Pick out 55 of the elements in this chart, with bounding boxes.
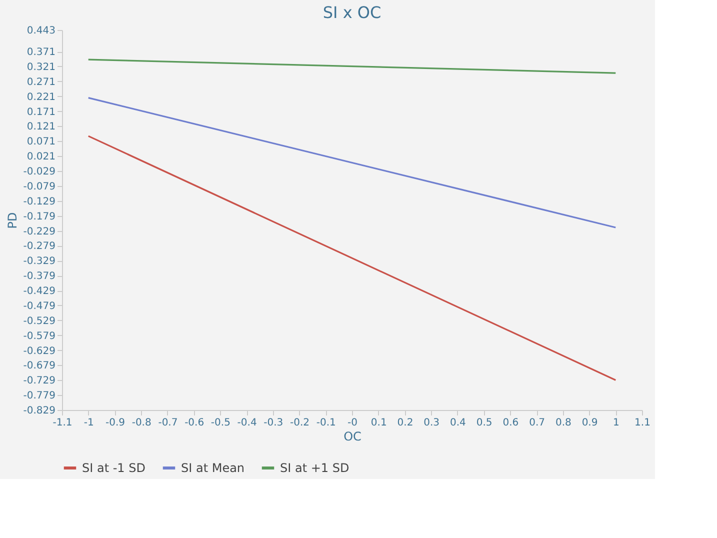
- x-tick-label: 0.1: [370, 418, 387, 428]
- y-tick-label: -0.829: [23, 406, 56, 416]
- y-tick-label: 0.071: [26, 136, 56, 148]
- x-tick-label: -0.1: [316, 418, 336, 428]
- y-tick-label: 0.021: [26, 152, 56, 163]
- x-tick-label: 0.5: [476, 418, 492, 428]
- y-tick-label: -0.179: [23, 211, 56, 222]
- y-tick-label: -0.029: [23, 166, 56, 178]
- y-tick-label: 0.321: [26, 62, 56, 73]
- y-tick-label: -0.129: [23, 196, 56, 208]
- y-tick-label: -0.479: [23, 300, 56, 312]
- y-tick-label: 0.171: [26, 106, 56, 118]
- y-tick-label: -0.729: [23, 376, 56, 387]
- x-tick-label: 1: [612, 418, 620, 428]
- x-tick-label: 0.6: [502, 418, 519, 428]
- y-tick-label: -0.779: [23, 390, 56, 402]
- x-tick-label: -0.3: [264, 418, 284, 428]
- y-tick-label: 0.121: [26, 122, 56, 133]
- x-tick-label: -0.7: [158, 418, 178, 428]
- x-axis-title: OC: [344, 430, 362, 444]
- x-tick-label: 0.9: [582, 418, 598, 428]
- y-tick-label: 0.371: [26, 47, 56, 58]
- x-tick-label: -0.8: [132, 418, 152, 428]
- y-tick-label: -0.579: [23, 330, 56, 342]
- x-tick-label: 1.1: [634, 418, 650, 428]
- x-tick-label: -1: [84, 418, 94, 428]
- chart-title: SI x OC: [322, 3, 382, 22]
- x-tick-label: 0.3: [424, 418, 440, 428]
- y-tick-label: 0.443: [26, 26, 56, 36]
- y-tick-label: -0.629: [23, 346, 56, 357]
- y-axis-title: PD: [5, 212, 20, 229]
- y-tick-label: -0.379: [23, 271, 56, 282]
- y-tick-label: -0.079: [23, 181, 56, 192]
- x-tick-label: -0.2: [290, 418, 310, 428]
- x-tick-label: 0.2: [397, 418, 414, 428]
- y-tick-label: -0.679: [23, 360, 56, 372]
- y-tick-label: -0.429: [23, 286, 56, 298]
- legend-label: SI at Mean: [181, 461, 245, 475]
- x-tick-label: -1.1: [52, 418, 72, 428]
- y-tick-label: -0.229: [23, 226, 56, 238]
- x-tick-label: 0.4: [450, 418, 466, 428]
- x-tick-label: -0.5: [210, 418, 230, 428]
- x-tick-label: -0.4: [237, 418, 257, 428]
- x-tick-label: -0.9: [105, 418, 125, 428]
- y-tick-label: -0.529: [23, 316, 56, 327]
- y-tick-label: 0.271: [26, 76, 56, 88]
- legend-label: SI at -1 SD: [82, 461, 146, 475]
- y-tick-label: 0.221: [26, 92, 56, 103]
- y-tick-label: -0.329: [23, 256, 56, 268]
- y-tick-label: -0.279: [23, 241, 56, 252]
- x-tick-label: 0.8: [555, 418, 572, 428]
- legend-label: SI at +1 SD: [280, 461, 350, 475]
- x-tick-label: -0: [348, 418, 358, 428]
- x-tick-label: -0.6: [184, 418, 204, 428]
- x-tick-label: 0.7: [529, 418, 545, 428]
